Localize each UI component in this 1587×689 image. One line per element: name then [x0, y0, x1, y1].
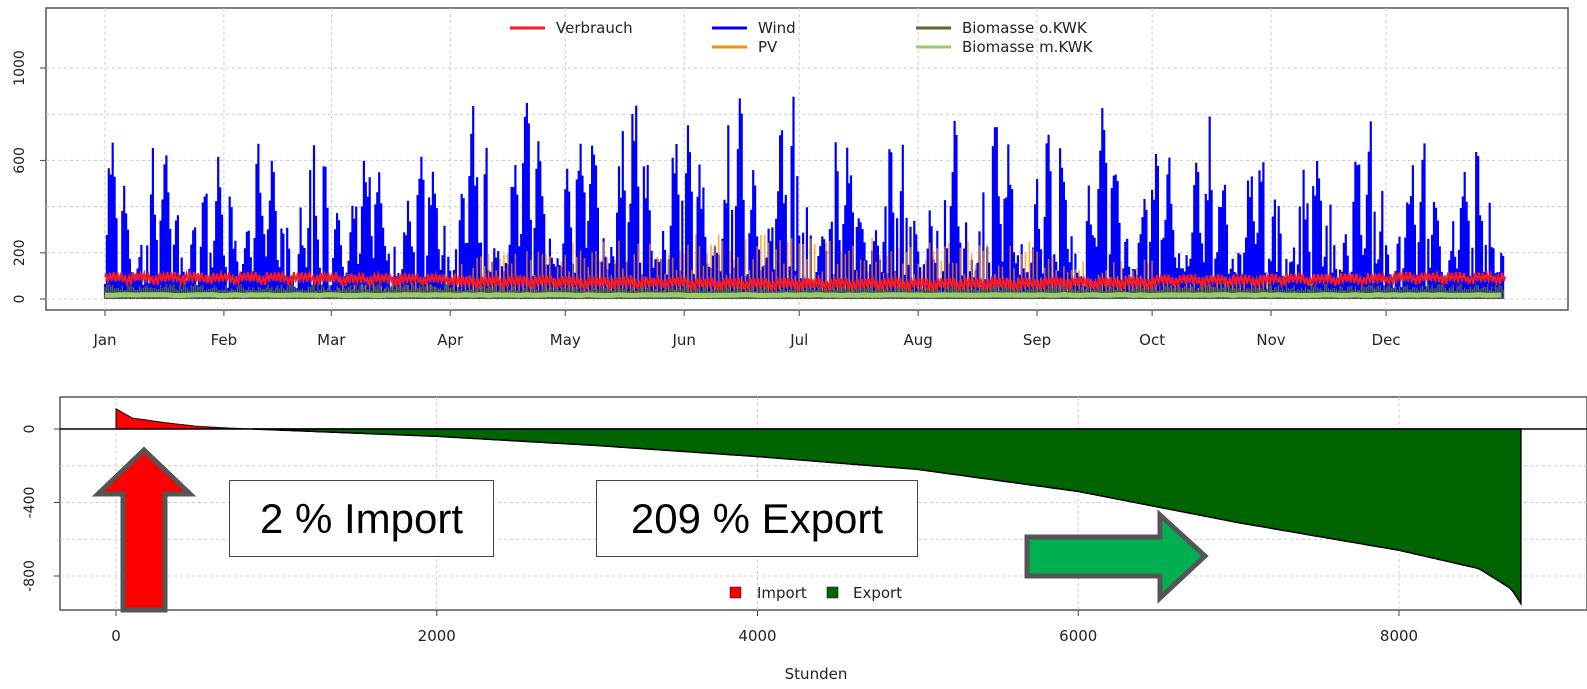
top-x-tick-label: Apr: [437, 331, 464, 349]
top-x-tick-label: Jan: [92, 331, 116, 349]
legend-item-biomasse-mkwk: Biomasse m.KWK: [916, 38, 1094, 56]
bottom-y-tick-label: 0: [22, 425, 38, 434]
legend-swatch-import: [729, 586, 742, 599]
import-arrow-icon: [91, 446, 197, 613]
bottom-x-axis: 0 2000 4000 6000 8000: [111, 610, 1418, 645]
legend-item-verbrauch: Verbrauch: [510, 19, 633, 37]
top-x-tick-label: Dec: [1372, 331, 1401, 349]
top-y-tick-label: 0: [12, 295, 28, 304]
bottom-x-tick-label: 2000: [418, 627, 456, 645]
biomasse-mkwk-series-line: [104, 292, 1502, 299]
top-x-tick-label: Nov: [1256, 331, 1285, 349]
top-legend: Verbrauch Wind PV Biomasse o.KWK Biomass…: [510, 19, 1094, 56]
top-x-tick-label: May: [550, 331, 581, 349]
export-arrow-icon: [1024, 509, 1209, 604]
bottom-y-tick-label: -400: [22, 487, 38, 519]
legend-label-export: Export: [853, 584, 902, 602]
top-x-tick-label: Jun: [671, 331, 695, 349]
bottom-legend: Import Export: [729, 584, 902, 602]
bottom-x-tick-label: 4000: [738, 627, 776, 645]
top-series: [103, 96, 1506, 299]
top-x-tick-label: Oct: [1139, 331, 1165, 349]
legend-swatch-export: [826, 586, 839, 599]
top-x-tick-label: Feb: [211, 331, 238, 349]
legend-label-biomasse-okwk: Biomasse o.KWK: [962, 19, 1088, 37]
top-x-tick-label: Jul: [789, 331, 808, 349]
export-area: [252, 428, 1522, 607]
top-y-axis: 0 200 600 1000: [12, 50, 46, 303]
legend-label-verbrauch: Verbrauch: [556, 19, 633, 37]
bottom-y-tick-label: -800: [22, 560, 38, 592]
bottom-x-tick-label: 8000: [1380, 627, 1418, 645]
legend-label-import: Import: [757, 584, 807, 602]
top-x-tick-label: Mar: [317, 331, 346, 349]
top-x-tick-label: Aug: [904, 331, 933, 349]
legend-label-wind: Wind: [758, 19, 796, 37]
top-x-tick-label: Sep: [1023, 331, 1051, 349]
legend-label-pv: PV: [758, 38, 778, 56]
import-annotation: 2 % Import: [229, 480, 494, 557]
top-x-axis: Jan Feb Mar Apr May Jun Jul Aug Sep Oct Nov Dec: [92, 310, 1401, 349]
legend-item-biomasse-okwk: Biomasse o.KWK: [916, 19, 1088, 37]
bottom-x-tick-label: 0: [111, 627, 121, 645]
bottom-x-axis-label: Stunden: [785, 665, 848, 683]
legend-item-pv: PV: [712, 38, 778, 56]
top-y-tick-label: 200: [12, 239, 28, 266]
import-area: [115, 407, 253, 430]
verbrauch-series-line: [104, 269, 1506, 294]
top-y-tick-label: 1000: [12, 50, 28, 86]
legend-item-wind: Wind: [712, 19, 796, 37]
top-y-tick-label: 600: [12, 147, 28, 174]
top-chart: 0 200 600 1000 Jan Feb Mar Apr May Jun Jul Aug Sep O…: [12, 7, 1569, 349]
export-annotation: 209 % Export: [596, 480, 918, 557]
bottom-y-axis: 0 -400 -800: [22, 425, 60, 592]
bottom-series: [60, 407, 1587, 607]
bottom-x-tick-label: 6000: [1059, 627, 1097, 645]
legend-label-biomasse-mkwk: Biomasse m.KWK: [962, 38, 1094, 56]
